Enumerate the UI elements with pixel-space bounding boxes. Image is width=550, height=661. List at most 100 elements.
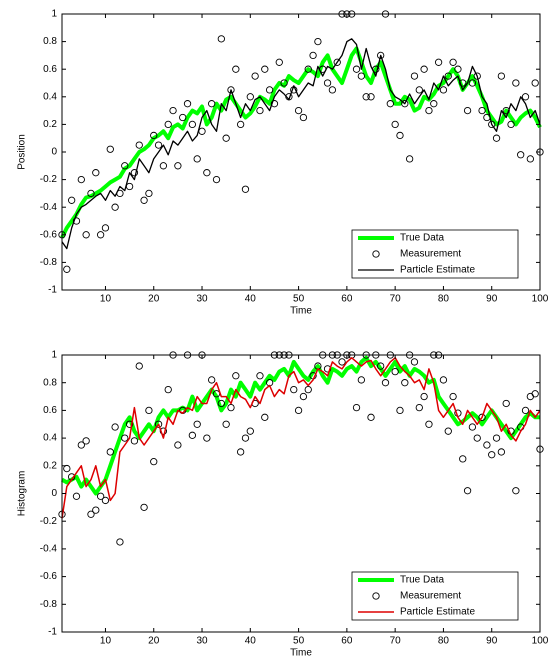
measurement-marker	[130, 169, 139, 177]
measurement-marker	[521, 406, 530, 415]
measurement-marker	[415, 403, 423, 412]
measurement-marker	[478, 413, 486, 421]
measurement-marker	[517, 151, 525, 159]
measurement-marker	[125, 420, 134, 428]
measurement-marker	[304, 385, 312, 394]
measurement-marker	[212, 175, 221, 184]
measurement-marker	[140, 196, 148, 204]
measurement-marker	[232, 65, 240, 73]
legend-marker	[372, 250, 380, 258]
x-tick-label: 30	[196, 294, 208, 305]
measurement-marker	[357, 376, 366, 384]
measurement-marker	[222, 134, 230, 142]
x-tick-label: 40	[245, 636, 257, 647]
y-axis-label: Position	[17, 134, 28, 170]
measurement-marker	[299, 113, 308, 122]
measurement-marker	[280, 79, 288, 87]
measurement-marker	[439, 86, 448, 94]
measurement-marker	[352, 403, 361, 412]
measurement-marker	[468, 79, 477, 87]
series-line	[61, 38, 541, 250]
measurement-marker	[352, 65, 361, 73]
measurement-marker	[72, 492, 81, 500]
measurement-marker	[449, 392, 457, 401]
y-tick-label: 1	[51, 350, 57, 361]
y-tick-label: -1	[48, 627, 57, 638]
measurement-marker	[401, 100, 409, 108]
measurement-marker	[203, 434, 211, 442]
measurement-marker	[265, 86, 274, 94]
y-tick-label: 0.8	[43, 36, 57, 47]
measurement-marker	[449, 58, 457, 66]
x-tick-label: 30	[196, 636, 208, 647]
measurement-marker	[150, 457, 158, 466]
y-tick-label: -0.4	[40, 202, 58, 213]
measurement-marker	[261, 65, 269, 73]
measurement-marker	[430, 100, 438, 108]
measurement-marker	[96, 492, 105, 500]
x-tick-label: 100	[532, 294, 549, 305]
measurement-marker	[68, 196, 76, 204]
measurement-marker	[410, 358, 419, 366]
measurement-marker	[135, 141, 143, 149]
y-tick-label: 0.6	[43, 64, 57, 75]
measurement-marker	[111, 203, 119, 211]
x-tick-label: 40	[245, 294, 257, 305]
measurement-marker	[512, 79, 520, 87]
measurement-marker	[174, 441, 182, 449]
measurement-marker	[130, 437, 139, 445]
measurement-marker	[367, 93, 375, 101]
x-tick-label: 60	[341, 294, 353, 305]
measurement-marker	[497, 448, 506, 456]
measurement-marker	[174, 162, 182, 170]
measurement-marker	[309, 51, 317, 60]
measurement-marker	[121, 434, 129, 442]
measurement-marker	[507, 120, 515, 129]
measurement-marker	[299, 392, 308, 401]
x-tick-label: 90	[486, 636, 498, 647]
y-tick-label: 0.2	[43, 119, 57, 130]
measurement-marker	[164, 120, 172, 129]
measurement-marker	[121, 162, 129, 170]
measurement-marker	[473, 434, 481, 442]
legend-label: Measurement	[400, 591, 461, 602]
measurement-marker	[521, 93, 530, 101]
y-tick-label: -0.8	[40, 599, 58, 610]
measurement-marker	[92, 169, 100, 177]
x-tick-label: 70	[390, 294, 402, 305]
x-tick-label: 20	[148, 636, 160, 647]
measurement-marker	[362, 93, 370, 101]
measurement-marker	[502, 106, 510, 115]
measurement-marker	[492, 434, 501, 442]
y-tick-label: -0.2	[40, 174, 58, 185]
measurement-marker	[526, 155, 534, 163]
measurement-marker	[159, 427, 168, 435]
measurement-marker	[150, 131, 158, 140]
measurement-marker	[188, 120, 197, 129]
measurement-marker	[492, 134, 501, 142]
measurement-marker	[241, 434, 250, 442]
measurement-marker	[159, 162, 168, 170]
y-tick-label: 0.6	[43, 405, 57, 416]
measurement-marker	[391, 120, 399, 129]
y-tick-label: -0.6	[40, 571, 58, 582]
measurement-marker	[439, 376, 448, 384]
measurement-marker	[106, 145, 114, 153]
measurement-marker	[82, 231, 90, 239]
measurement-marker	[304, 65, 312, 73]
measurement-marker	[434, 58, 443, 66]
measurement-marker	[444, 72, 452, 80]
x-tick-label: 80	[438, 636, 450, 647]
y-tick-label: 0	[51, 488, 57, 499]
measurement-marker	[323, 79, 332, 87]
measurement-marker	[251, 72, 259, 80]
measurement-marker	[473, 72, 481, 80]
measurement-marker	[246, 93, 254, 101]
measurement-marker	[488, 120, 496, 129]
measurement-marker	[338, 358, 346, 366]
measurement-marker	[236, 448, 245, 456]
x-axis-label: Time	[290, 648, 312, 659]
y-tick-label: -0.6	[40, 229, 58, 240]
measurement-marker	[92, 506, 100, 514]
